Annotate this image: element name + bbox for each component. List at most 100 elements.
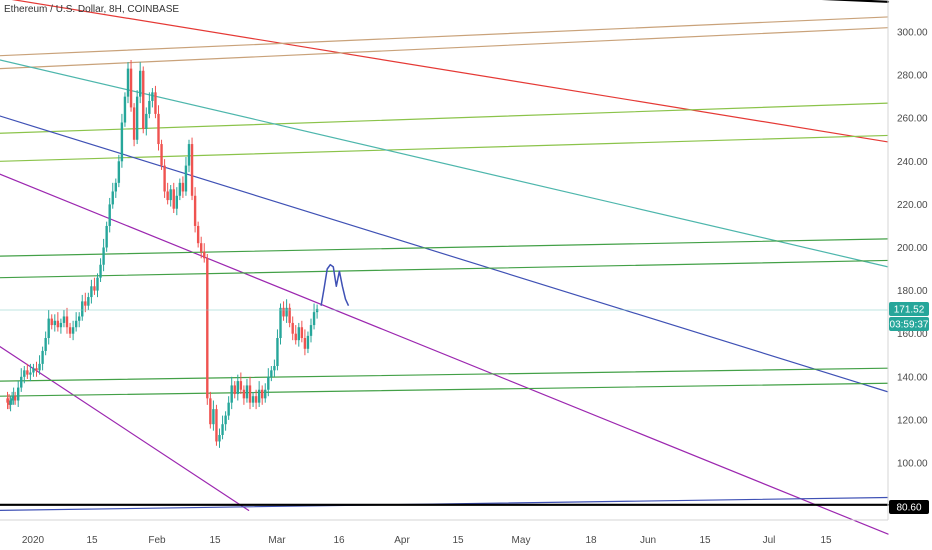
candle-body xyxy=(9,400,12,405)
candle-body xyxy=(294,333,297,341)
x-tick-label: Jun xyxy=(640,535,656,546)
y-axis: 300.00 280.00 260.00 240.00 220.00 200.00 180.… xyxy=(897,28,928,470)
candle-body xyxy=(209,398,212,425)
candles-layer xyxy=(6,60,319,448)
candle-body xyxy=(84,301,87,306)
candle-body xyxy=(273,366,276,371)
trendline-tan-upper-2 xyxy=(0,27,889,70)
current-price-label: 171.52 xyxy=(894,305,925,316)
candle-body xyxy=(87,297,90,306)
candle-body xyxy=(126,68,130,97)
candle-body xyxy=(129,68,133,108)
x-tick-label: 18 xyxy=(585,535,597,546)
y-tick-label: 200.00 xyxy=(897,243,928,254)
x-tick-label: 15 xyxy=(452,535,464,546)
candle-body xyxy=(6,398,9,403)
x-tick-label: 16 xyxy=(333,535,345,546)
trendline-navy-descending xyxy=(0,115,889,393)
trendline-green-resist-2 xyxy=(0,259,889,279)
x-tick-label: Apr xyxy=(394,535,410,546)
projection-layer xyxy=(320,263,350,307)
y-tick-label: 300.00 xyxy=(897,28,928,39)
level-tag xyxy=(889,500,929,514)
candle-body xyxy=(169,189,172,201)
countdown-label: 03:59:37 xyxy=(890,320,929,331)
candle-body xyxy=(291,322,294,334)
y-tick-label: 100.00 xyxy=(897,459,928,470)
candle-body xyxy=(160,144,163,166)
candle-body xyxy=(56,320,60,328)
trendline-green-resist-1 xyxy=(0,238,889,257)
candle-body xyxy=(276,338,279,367)
candle-body xyxy=(236,381,239,395)
candle-body xyxy=(157,113,160,145)
x-tick-label: 15 xyxy=(86,535,98,546)
candle-body xyxy=(203,251,206,259)
candle-body xyxy=(13,396,17,401)
candle-body xyxy=(142,70,145,129)
candle-body xyxy=(200,243,203,252)
candle-body xyxy=(44,338,47,351)
candle-body xyxy=(178,182,182,196)
candle-body xyxy=(261,389,264,399)
candle-body xyxy=(264,389,267,399)
candle-body xyxy=(151,92,154,101)
candle-body xyxy=(312,312,316,326)
candle-body xyxy=(181,182,185,192)
candle-body xyxy=(78,316,81,321)
candle-body xyxy=(215,409,218,442)
candle-body xyxy=(102,247,105,265)
candle-body xyxy=(309,325,313,336)
candle-body xyxy=(303,338,307,349)
candle-body xyxy=(279,307,282,339)
candle-body xyxy=(41,350,44,364)
candle-body xyxy=(297,327,300,341)
candle-body xyxy=(32,368,35,373)
trendline-green-support-1 xyxy=(0,367,889,382)
candle-body xyxy=(35,368,38,371)
candle-body xyxy=(26,370,29,375)
current-price-tag xyxy=(889,302,929,316)
chart-title: Ethereum / U.S. Dollar, 8H, COINBASE xyxy=(4,4,179,15)
candle-body xyxy=(166,191,169,201)
y-tick-label: 180.00 xyxy=(897,286,928,297)
y-tick-label: 120.00 xyxy=(897,415,928,426)
candle-body xyxy=(47,318,50,339)
candle-body xyxy=(17,387,20,401)
candle-body xyxy=(81,301,84,317)
level-label: 80.60 xyxy=(896,503,921,514)
x-tick-label: Mar xyxy=(268,535,286,546)
candle-body xyxy=(105,225,108,248)
candle-body xyxy=(132,107,136,140)
candle-body xyxy=(315,308,319,313)
candle-body xyxy=(248,385,252,403)
candle-body xyxy=(306,335,310,349)
candle-body xyxy=(135,96,139,140)
x-tick-label: 15 xyxy=(699,535,711,546)
candle-body xyxy=(12,396,15,399)
candle-body xyxy=(74,320,78,328)
trendline-green-support-2 xyxy=(0,382,889,397)
candle-body xyxy=(62,316,66,323)
candle-body xyxy=(65,316,69,328)
trendlines-layer xyxy=(0,0,890,535)
candle-body xyxy=(50,318,53,326)
candle-body xyxy=(206,258,209,399)
candle-body xyxy=(68,327,72,334)
candle-body xyxy=(120,122,124,162)
trendline-olive-1 xyxy=(0,102,889,134)
candle-body xyxy=(10,398,14,401)
candle-body xyxy=(111,191,114,205)
x-tick-label: May xyxy=(512,535,531,546)
x-tick-label: 15 xyxy=(209,535,221,546)
x-tick-label: 15 xyxy=(820,535,832,546)
candle-body xyxy=(53,320,56,326)
candle-body xyxy=(239,381,243,390)
candle-body xyxy=(108,204,111,226)
candle-body xyxy=(193,195,197,226)
trendline-tan-upper-1 xyxy=(0,16,889,57)
candle-body xyxy=(29,372,32,375)
candle-body xyxy=(148,100,151,114)
